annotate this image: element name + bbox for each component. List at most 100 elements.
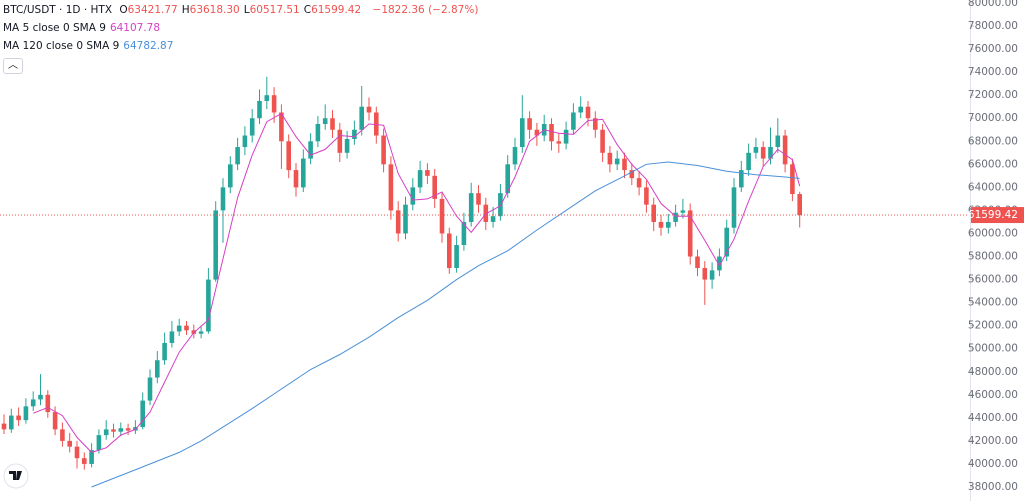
candle-body bbox=[505, 164, 510, 194]
candle-body bbox=[790, 164, 795, 195]
candle-body bbox=[490, 216, 496, 222]
candle-body bbox=[746, 152, 751, 171]
ma-legend-row: MA 5 close 0 SMA 9 64107.78 bbox=[3, 19, 478, 37]
candle-body bbox=[461, 221, 467, 245]
ma-line bbox=[91, 161, 800, 488]
candle-body bbox=[425, 170, 430, 176]
ma-legend: MA 5 close 0 SMA 9 64107.78 MA 120 close 0… bbox=[3, 19, 478, 55]
candle-body bbox=[308, 141, 313, 159]
candle-body bbox=[206, 279, 211, 332]
y-tick-label: 74000.00 bbox=[968, 66, 1018, 78]
candle-body bbox=[30, 399, 36, 407]
candle-body bbox=[301, 158, 306, 188]
candle-body bbox=[16, 415, 21, 421]
candle-body bbox=[279, 112, 284, 142]
candle-body bbox=[483, 204, 489, 222]
candle-body bbox=[111, 429, 116, 432]
ma-value: 64782.87 bbox=[123, 40, 174, 52]
candle-body bbox=[9, 415, 14, 430]
plot-area bbox=[1, 76, 802, 488]
candle-body bbox=[797, 194, 802, 216]
candle-body bbox=[556, 141, 562, 144]
y-tick-label: 58000.00 bbox=[968, 251, 1018, 263]
candle-body bbox=[330, 118, 335, 130]
candle-body bbox=[717, 256, 722, 271]
candle-body bbox=[614, 158, 620, 165]
candle-body bbox=[213, 210, 218, 280]
collapse-legend-button[interactable]: ︿ bbox=[3, 58, 23, 74]
candle-body bbox=[337, 129, 343, 153]
ohlc-value: 63618.30 bbox=[189, 4, 240, 16]
candle-body bbox=[739, 170, 744, 188]
candle-body bbox=[125, 428, 131, 431]
candle-body bbox=[724, 227, 729, 257]
candle-body bbox=[585, 106, 591, 119]
y-tick-label: 78000.00 bbox=[968, 20, 1018, 32]
candle-body bbox=[666, 221, 671, 228]
y-tick-label: 72000.00 bbox=[968, 89, 1018, 101]
candle-body bbox=[629, 170, 635, 179]
candle-body bbox=[571, 112, 576, 130]
candle-body bbox=[235, 147, 240, 165]
candle-body bbox=[695, 256, 700, 269]
candle-body bbox=[257, 100, 262, 119]
candle-body bbox=[600, 129, 605, 153]
candle-body bbox=[96, 435, 102, 451]
candle-body bbox=[403, 204, 408, 234]
candle-body bbox=[454, 245, 459, 269]
candle-body bbox=[89, 450, 94, 464]
candle-body bbox=[578, 106, 583, 113]
y-tick-label: 64000.00 bbox=[968, 181, 1018, 193]
candle-body bbox=[352, 129, 357, 139]
ohlc-prefix: C bbox=[303, 4, 312, 16]
candle-body bbox=[709, 270, 715, 280]
candle-body bbox=[527, 118, 532, 130]
candle-body bbox=[366, 106, 372, 113]
candle-body bbox=[52, 412, 58, 430]
candle-body bbox=[118, 428, 124, 432]
candle-body bbox=[82, 458, 87, 464]
ma-value: 64107.78 bbox=[109, 22, 161, 34]
legend-symbol-row: BTC/USDT · 1D · HTX O63421.77 H63618.30 L6… bbox=[3, 1, 478, 19]
candle-body bbox=[242, 135, 248, 148]
candle-body bbox=[140, 400, 145, 428]
y-tick-label: 66000.00 bbox=[968, 158, 1018, 170]
candle-body bbox=[549, 124, 554, 142]
candle-body bbox=[410, 187, 416, 205]
candle-body bbox=[498, 193, 503, 217]
candle-body bbox=[23, 406, 29, 421]
candle-body bbox=[753, 147, 759, 153]
candle-body bbox=[220, 187, 226, 211]
candle-body bbox=[264, 95, 270, 101]
y-tick-label: 50000.00 bbox=[968, 343, 1018, 355]
candle-body bbox=[512, 147, 518, 165]
ohlc-value: 63421.77 bbox=[127, 4, 178, 16]
candle-body bbox=[45, 394, 51, 413]
candle-body bbox=[644, 187, 649, 205]
candle-body bbox=[395, 210, 401, 234]
candle-body bbox=[162, 342, 167, 361]
candle-body bbox=[432, 175, 437, 199]
y-tick-label: 40000.00 bbox=[968, 458, 1018, 470]
candle-body bbox=[563, 129, 569, 144]
y-tick-label: 80000.00 bbox=[968, 0, 1018, 9]
ohlc-prefix: O bbox=[119, 4, 128, 16]
candle-body bbox=[468, 193, 474, 222]
candle-body bbox=[1, 423, 7, 430]
candle-body bbox=[359, 106, 364, 130]
candle-body bbox=[476, 193, 481, 205]
candle-body bbox=[249, 118, 255, 136]
last-price-badge bbox=[971, 207, 1024, 224]
y-tick-label: 70000.00 bbox=[968, 112, 1018, 124]
change: −1822.36 (−2.87%) bbox=[372, 4, 479, 16]
candle-body bbox=[293, 170, 299, 188]
y-tick-label: 38000.00 bbox=[968, 481, 1018, 493]
candle-body bbox=[782, 135, 788, 165]
candle-body bbox=[344, 138, 350, 153]
ma-legend-row: MA 120 close 0 SMA 9 64782.87 bbox=[3, 37, 478, 55]
tv-logo bbox=[3, 463, 29, 489]
candle-body bbox=[702, 268, 708, 280]
ma-name: MA 5 close 0 SMA 9 bbox=[3, 22, 106, 34]
candle-body bbox=[651, 204, 656, 222]
